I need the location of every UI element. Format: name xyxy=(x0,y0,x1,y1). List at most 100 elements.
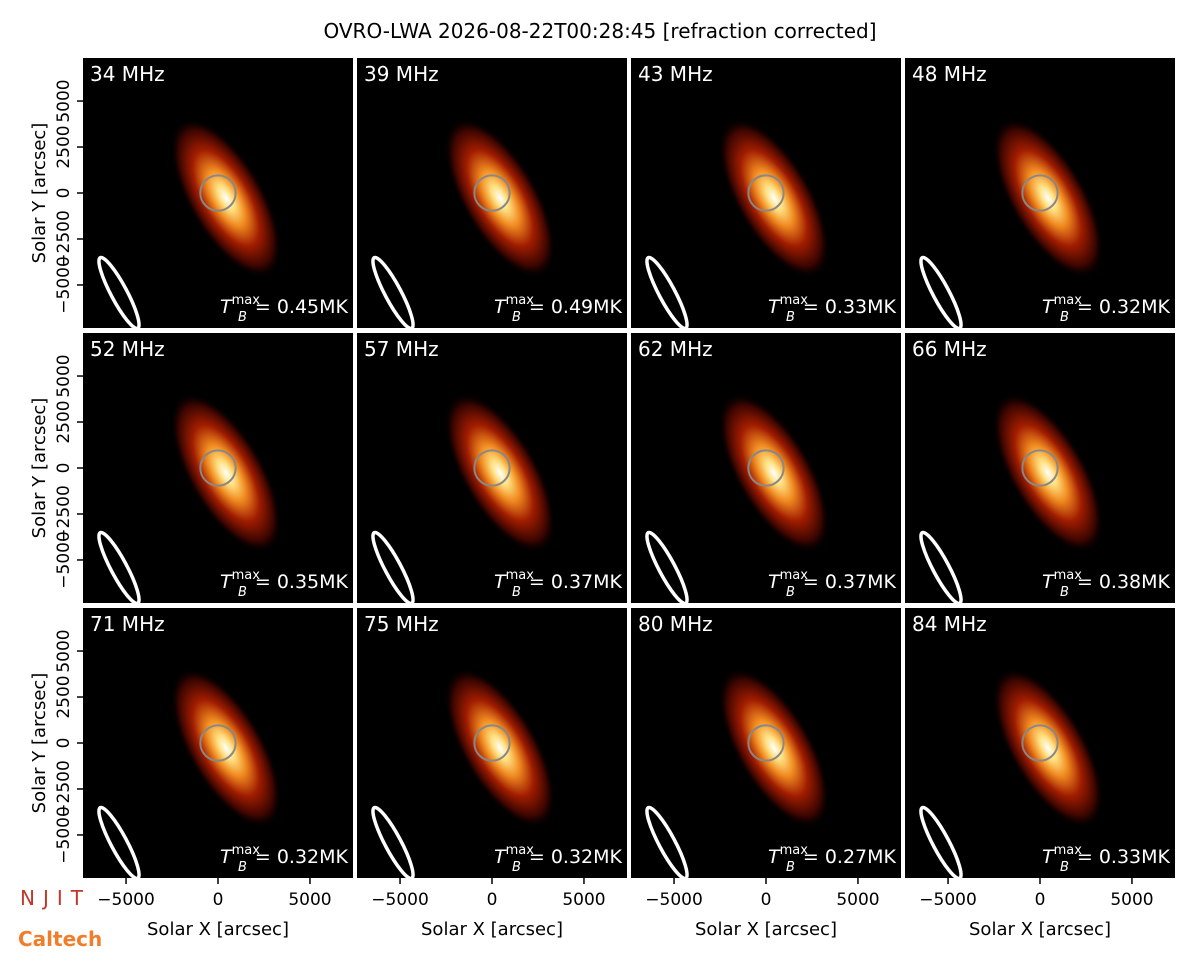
tb-part: B xyxy=(238,585,247,600)
frequency-label: 34 MHz xyxy=(90,62,165,86)
tb-part: T xyxy=(220,571,233,593)
tb-part: max xyxy=(232,843,261,858)
beam xyxy=(97,805,141,878)
tb-part: = 0.33MK xyxy=(803,296,897,318)
tb-label: Tmax B = 0.33MK xyxy=(1042,843,1171,875)
frequency-label: 39 MHz xyxy=(364,62,439,86)
panel xyxy=(905,333,1175,603)
y-tick-label: −2500 xyxy=(54,485,74,543)
tb-label: Tmax B = 0.27MK xyxy=(768,843,897,875)
solar-disk xyxy=(473,174,511,212)
x-tick-label: −5000 xyxy=(919,890,977,910)
solar-disk xyxy=(473,449,511,487)
y-tick-label: 2500 xyxy=(54,400,74,443)
tb-part: B xyxy=(786,310,795,325)
tb-part: T xyxy=(494,296,507,318)
y-axis-label: Solar Y [arcsec] xyxy=(29,398,50,539)
panel xyxy=(631,333,901,603)
y-axis-label: Solar Y [arcsec] xyxy=(29,673,50,814)
tb-label: Tmax B = 0.38MK xyxy=(1042,568,1171,600)
tb-part: = 0.27MK xyxy=(803,846,897,868)
tb-label: Tmax B = 0.33MK xyxy=(768,293,897,325)
tb-label: Tmax B = 0.45MK xyxy=(220,293,349,325)
y-tick-label: 5000 xyxy=(54,629,74,672)
panel xyxy=(357,58,627,328)
frequency-label: 57 MHz xyxy=(364,337,439,361)
tb-part: = 0.33MK xyxy=(1077,846,1171,868)
tb-part: T xyxy=(1042,296,1055,318)
tb-part: T xyxy=(1042,571,1055,593)
tb-label: Tmax B = 0.32MK xyxy=(494,843,623,875)
panel xyxy=(357,608,627,878)
tb-part: B xyxy=(512,310,521,325)
x-axis-label: Solar X [arcsec] xyxy=(147,919,289,940)
y-tick-label: 2500 xyxy=(54,125,74,168)
x-tick-label: 5000 xyxy=(836,890,879,910)
beam xyxy=(371,530,415,603)
x-tick-label: −5000 xyxy=(371,890,429,910)
x-tick-label: −5000 xyxy=(645,890,703,910)
frequency-label: 62 MHz xyxy=(638,337,713,361)
frequency-label: 48 MHz xyxy=(912,62,987,86)
emission-blob xyxy=(170,392,282,554)
beam xyxy=(919,255,963,328)
tb-part: = 0.35MK xyxy=(255,571,349,593)
solar-disk xyxy=(747,174,785,212)
beam xyxy=(371,805,415,878)
x-tick-label: 0 xyxy=(761,890,772,910)
tb-part: B xyxy=(512,860,521,875)
tb-part: = 0.32MK xyxy=(1077,296,1171,318)
tb-label: Tmax B = 0.32MK xyxy=(1042,293,1171,325)
tb-part: = 0.32MK xyxy=(255,846,349,868)
tb-part: = 0.32MK xyxy=(529,846,623,868)
x-tick-label: 0 xyxy=(1035,890,1046,910)
tb-part: = 0.45MK xyxy=(255,296,349,318)
tb-part: max xyxy=(780,568,809,583)
beam xyxy=(645,805,689,878)
beam xyxy=(97,255,141,328)
tb-part: max xyxy=(506,568,535,583)
y-tick-label: 0 xyxy=(54,463,74,474)
tb-part: T xyxy=(1042,846,1055,868)
y-tick-label: 0 xyxy=(54,188,74,199)
panel xyxy=(631,58,901,328)
solar-disk xyxy=(199,724,237,762)
emission-blob xyxy=(444,392,556,554)
panel xyxy=(631,608,901,878)
emission-blob xyxy=(992,667,1104,829)
logo: Caltech xyxy=(18,927,102,951)
tb-part: max xyxy=(1054,843,1083,858)
tb-part: = 0.37MK xyxy=(803,571,897,593)
x-tick-label: 5000 xyxy=(288,890,331,910)
y-tick-label: 0 xyxy=(54,738,74,749)
x-axis-label: Solar X [arcsec] xyxy=(969,919,1111,940)
solar-disk xyxy=(1021,174,1059,212)
tb-part: B xyxy=(1060,585,1069,600)
emission-blob xyxy=(170,667,282,829)
panel xyxy=(357,333,627,603)
panel xyxy=(905,608,1175,878)
tb-part: max xyxy=(232,293,261,308)
tb-part: max xyxy=(1054,293,1083,308)
title: OVRO-LWA 2026-08-22T00:28:45 [refraction… xyxy=(323,19,876,43)
solar-disk xyxy=(1021,449,1059,487)
y-tick-label: −5000 xyxy=(54,256,74,314)
frequency-label: 66 MHz xyxy=(912,337,987,361)
tb-part: = 0.49MK xyxy=(529,296,623,318)
solar-disk xyxy=(199,174,237,212)
x-tick-label: 5000 xyxy=(562,890,605,910)
solar-disk xyxy=(473,724,511,762)
tb-part: T xyxy=(768,846,781,868)
emission-blob xyxy=(718,392,830,554)
panel xyxy=(905,58,1175,328)
x-tick-label: 5000 xyxy=(1110,890,1153,910)
tb-label: Tmax B = 0.37MK xyxy=(768,568,897,600)
beam xyxy=(371,255,415,328)
beam xyxy=(645,255,689,328)
tb-label: Tmax B = 0.37MK xyxy=(494,568,623,600)
tb-part: B xyxy=(786,585,795,600)
tb-part: T xyxy=(768,296,781,318)
tb-label: Tmax B = 0.32MK xyxy=(220,843,349,875)
y-tick-label: −2500 xyxy=(54,210,74,268)
